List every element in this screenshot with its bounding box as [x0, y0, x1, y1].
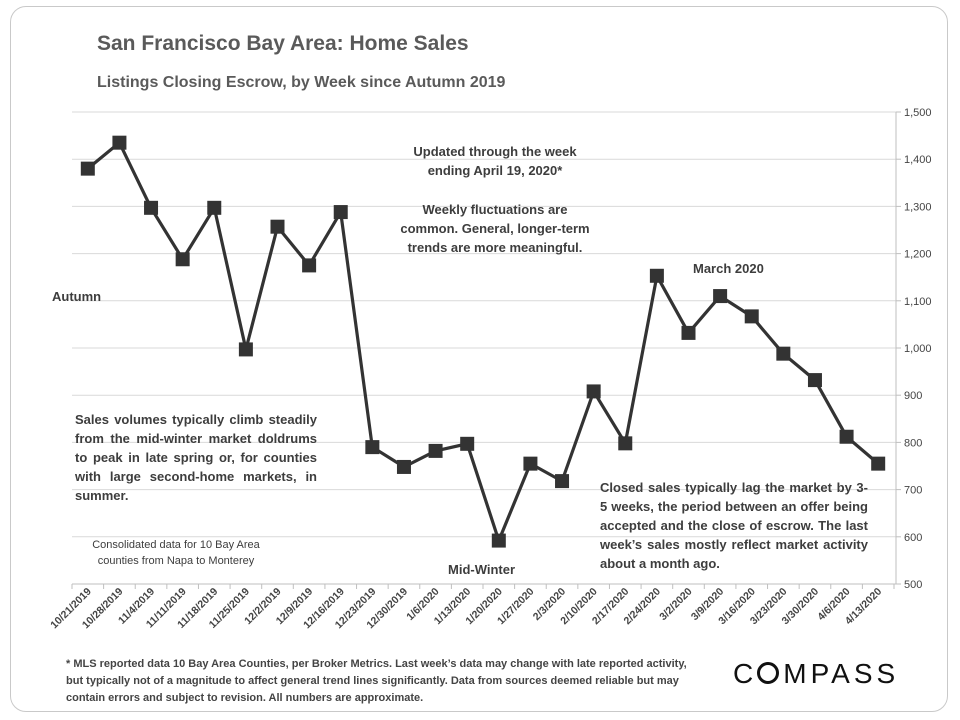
y-tick-label: 1,300 — [904, 201, 932, 213]
compass-logo-text: C MPASS — [733, 658, 900, 689]
data-point — [333, 205, 348, 220]
data-point — [649, 268, 664, 283]
data-point — [586, 384, 601, 399]
data-point — [839, 429, 854, 444]
y-tick-label: 1,200 — [904, 249, 932, 261]
data-point — [807, 373, 822, 388]
annotation-mid-winter: Mid-Winter — [448, 562, 516, 577]
data-point — [238, 342, 253, 357]
data-point — [744, 309, 759, 324]
data-point — [871, 456, 886, 471]
annotation-closed-sales: Closed sales typically lag the market by… — [600, 480, 868, 571]
annotation-fluctuations: Weekly fluctuations are common. General,… — [400, 202, 590, 255]
footnote: * MLS reported data 10 Bay Area Counties… — [66, 658, 687, 704]
y-tick-label: 1,100 — [904, 296, 932, 308]
annotation-autumn: Autumn — [52, 289, 102, 304]
data-point — [302, 258, 317, 273]
chart-title: San Francisco Bay Area: Home Sales — [97, 32, 469, 55]
data-point — [207, 200, 222, 215]
y-tick-label: 700 — [904, 485, 922, 497]
y-tick-label: 500 — [904, 579, 922, 591]
data-point — [428, 443, 443, 458]
annotation-march-2020: March 2020 — [693, 261, 764, 276]
data-point — [270, 219, 285, 234]
data-point — [555, 474, 570, 489]
data-point — [175, 252, 190, 267]
x-tick-label: 3/2/2020 — [657, 586, 694, 623]
chart-subtitle: Listings Closing Escrow, by Week since A… — [97, 74, 506, 91]
data-point — [112, 135, 127, 150]
data-point — [776, 346, 791, 361]
y-tick-label: 1,000 — [904, 343, 932, 355]
data-point — [144, 200, 159, 215]
y-tick-label: 1,500 — [904, 107, 932, 119]
data-point — [460, 436, 475, 451]
y-tick-label: 800 — [904, 437, 922, 449]
data-point — [618, 436, 633, 451]
compass-logo: C MPASS — [733, 658, 899, 690]
annotation-consolidated: Consolidated data for 10 Bay Area counti… — [92, 539, 260, 567]
data-point — [80, 161, 95, 176]
data-point — [681, 325, 696, 340]
annotation-updated: Updated through the week ending April 19… — [413, 144, 577, 178]
y-tick-label: 600 — [904, 532, 922, 544]
annotation-sales-volumes: Sales volumes typically climb steadily f… — [75, 412, 317, 503]
y-tick-label: 900 — [904, 390, 922, 402]
data-point — [713, 289, 728, 304]
data-point — [491, 533, 506, 548]
data-point — [365, 440, 380, 455]
data-point — [396, 459, 411, 474]
data-point — [523, 456, 538, 471]
y-tick-label: 1,400 — [904, 154, 932, 166]
